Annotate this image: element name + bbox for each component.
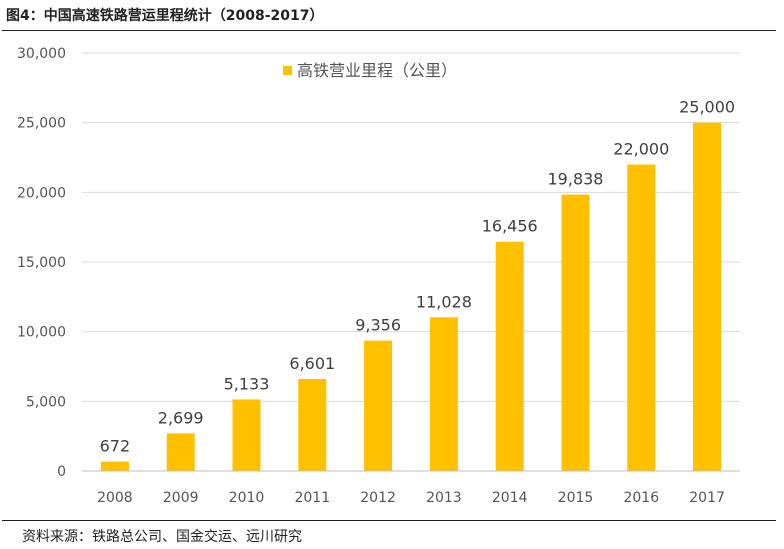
source-note: 资料来源：铁路总公司、国金交运、远川研究: [22, 529, 302, 545]
x-tick-label-2016: 2016: [623, 490, 659, 506]
top-rule: [2, 30, 776, 31]
y-axis: 0 5,000 10,000 15,000 20,000 25,000 30,000: [17, 46, 66, 480]
data-labels: 672 2,699 5,133 6,601 9,356 11,028 16,456 19,83…: [100, 98, 735, 456]
y-tick-label: 20,000: [17, 185, 66, 201]
y-tick-label: 25,000: [17, 116, 66, 132]
data-label-2013: 11,028: [416, 292, 472, 311]
x-tick-label-2013: 2013: [426, 490, 462, 506]
x-tick-label-2012: 2012: [360, 490, 396, 506]
bar-2012: [364, 340, 393, 471]
bar-2015: [561, 194, 590, 472]
y-tick-label: 5,000: [26, 394, 66, 410]
legend-label: 高铁营业里程（公里）: [297, 61, 457, 80]
data-label-2011: 6,601: [289, 354, 335, 373]
bars: [100, 122, 722, 472]
y-tick-label: 15,000: [17, 255, 66, 271]
bar-2009: [166, 433, 195, 471]
x-tick-label-2011: 2011: [294, 490, 330, 506]
bar-2013: [429, 317, 458, 471]
legend: 高铁营业里程（公里）: [283, 61, 457, 80]
data-label-2009: 2,699: [158, 408, 204, 427]
legend-swatch: [283, 66, 292, 75]
figure-title: 图4：中国高速铁路营运里程统计（2008-2017）: [6, 8, 324, 24]
bar-2017: [693, 122, 722, 472]
y-tick-label: 0: [57, 464, 66, 480]
data-label-2016: 22,000: [613, 139, 669, 158]
data-label-2010: 5,133: [224, 374, 270, 393]
data-label-2014: 16,456: [482, 217, 538, 236]
x-tick-label-2015: 2015: [558, 490, 594, 506]
data-label-2017: 25,000: [679, 98, 735, 117]
bar-2010: [232, 399, 261, 471]
y-tick-label: 30,000: [17, 46, 66, 62]
x-tick-label-2008: 2008: [97, 490, 133, 506]
y-tick-label: 10,000: [17, 325, 66, 341]
bar-2011: [298, 379, 327, 471]
x-tick-label-2017: 2017: [689, 490, 725, 506]
x-tick-label-2010: 2010: [229, 490, 265, 506]
bar-2014: [495, 241, 524, 471]
x-tick-label-2014: 2014: [492, 490, 528, 506]
gridlines: [82, 52, 740, 402]
data-label-2008: 672: [100, 437, 131, 456]
x-tick-label-2009: 2009: [163, 490, 199, 506]
data-label-2015: 19,838: [548, 170, 604, 189]
bottom-rule: [2, 520, 776, 521]
bar-2008: [100, 461, 129, 471]
data-label-2012: 9,356: [355, 316, 401, 335]
bar-2016: [627, 164, 656, 471]
bar-chart: 0 5,000 10,000 15,000 20,000 25,000 30,000 672…: [17, 46, 740, 506]
x-axis: 2008 2009 2010 2011 2012 2013 2014 2015 2016 2017: [82, 470, 740, 506]
